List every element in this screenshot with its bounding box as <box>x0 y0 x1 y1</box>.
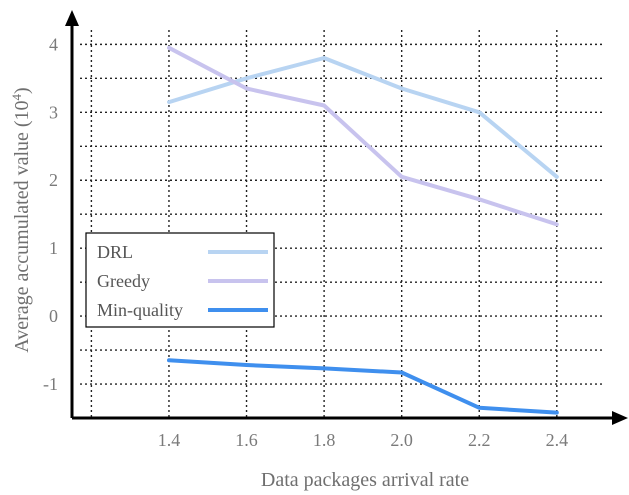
series-line-greedy <box>167 45 559 227</box>
axes <box>65 10 628 425</box>
legend-label-drl: DRL <box>97 242 133 262</box>
x-tick-label: 2.0 <box>390 430 413 450</box>
y-axis-title-exponent: 4 <box>9 93 24 100</box>
y-tick-label: 1 <box>49 238 58 258</box>
x-tick-label: 2.4 <box>546 430 569 450</box>
y-axis-arrow <box>65 10 79 26</box>
legend-label-greedy: Greedy <box>97 271 150 291</box>
y-tick-label: 2 <box>49 170 58 190</box>
grid <box>80 30 605 419</box>
y-tick-label: 0 <box>49 306 58 326</box>
x-axis-arrow <box>612 411 628 425</box>
y-axis-title: Average accumulated value (104) <box>9 87 33 352</box>
y-tick-label: 4 <box>49 34 58 54</box>
legend-label-min-quality: Min-quality <box>97 300 183 320</box>
x-axis-title: Data packages arrival rate <box>261 469 469 491</box>
tick-labels: 1.4 1.6 1.8 2.0 2.2 2.4 4 3 2 1 0 -1 <box>43 34 568 450</box>
x-tick-label: 1.8 <box>313 430 336 450</box>
y-tick-label: -1 <box>43 374 58 394</box>
x-tick-label: 2.2 <box>468 430 491 450</box>
series-line-drl <box>167 56 559 179</box>
legend: DRL Greedy Min-quality <box>85 232 275 328</box>
x-tick-label: 1.4 <box>158 430 181 450</box>
x-tick-label: 1.6 <box>235 430 258 450</box>
series-lines <box>167 45 559 415</box>
series-line-min-quality <box>167 358 559 415</box>
y-axis-title-main: Average accumulated value (10 <box>11 100 33 352</box>
y-tick-label: 3 <box>49 102 58 122</box>
y-axis-title-close: ) <box>11 87 33 94</box>
